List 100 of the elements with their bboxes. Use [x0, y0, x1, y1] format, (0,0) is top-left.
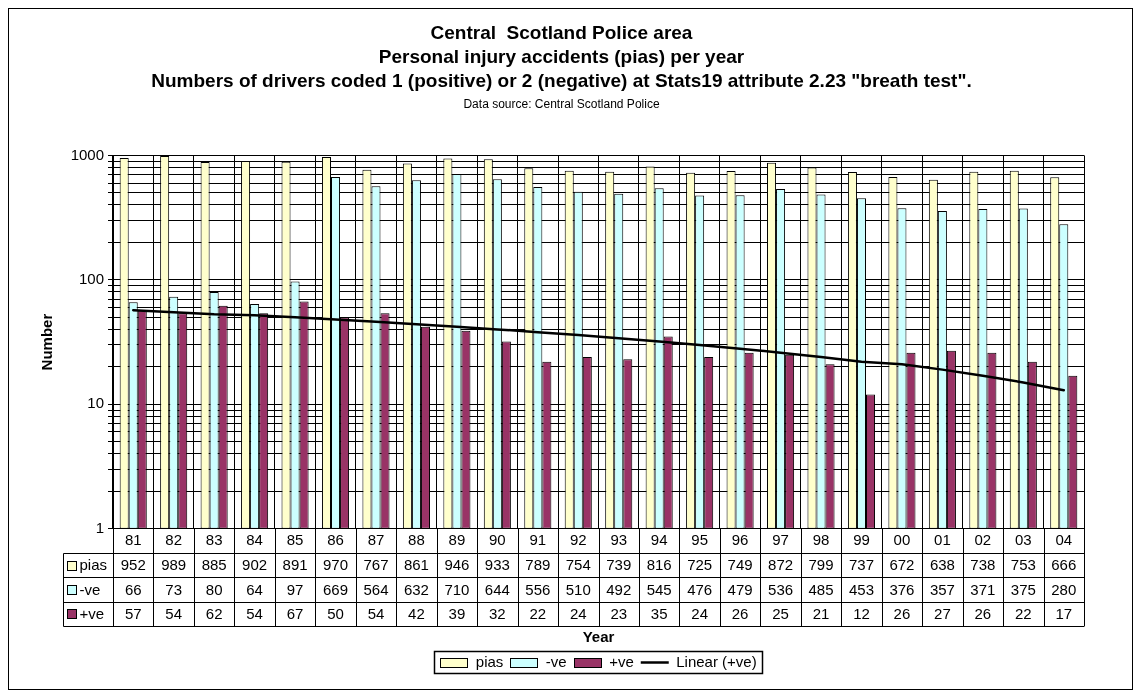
x-tick-label: 00: [893, 530, 911, 548]
data-label: 510: [565, 580, 591, 598]
data-label: 12: [853, 604, 870, 622]
source-note: Data source: Central Scotland Police: [463, 96, 660, 111]
data-label: 799: [808, 556, 834, 574]
x-tick-label: 04: [1055, 530, 1073, 548]
y-tick-label: 10: [87, 394, 104, 412]
legend-label: Linear (+ve): [676, 652, 757, 670]
data-label: 545: [646, 580, 672, 598]
data-label: 24: [691, 604, 708, 622]
data-label: 767: [363, 556, 389, 574]
y-tick-label: 100: [78, 270, 104, 287]
data-label: 24: [569, 604, 587, 622]
x-tick-label: 95: [691, 530, 708, 548]
data-label: 453: [848, 580, 874, 598]
chart-title: Central Scotland Police area Personal injury accidents (pias) per year Numbers of drivers coded 1 (positive) or 2 (negative) at Stats19 attribute 2.23 "breath test".: [151, 22, 972, 92]
data-label: 861: [403, 556, 429, 574]
data-label: 375: [1010, 580, 1036, 598]
data-label: 891: [282, 556, 308, 574]
x-tick-label: 91: [529, 530, 547, 548]
data-label: 485: [808, 580, 834, 598]
data-label: 50: [327, 604, 344, 622]
data-label: 280: [1051, 580, 1077, 598]
data-label: 753: [1010, 556, 1036, 574]
x-tick-label: 03: [1014, 530, 1032, 548]
y-tick-label: 1000: [70, 145, 104, 163]
data-label: 902: [242, 556, 268, 574]
data-label: 66: [124, 580, 142, 598]
data-label: 26: [974, 604, 992, 622]
text: Year: [582, 628, 615, 646]
data-label: 946: [444, 556, 470, 574]
data-label: 669: [323, 580, 349, 598]
data-label: 739: [606, 556, 632, 574]
data-label: 26: [731, 604, 749, 622]
data-label: 738: [970, 556, 996, 574]
data-label: 666: [1051, 556, 1077, 574]
data-label: 725: [687, 556, 713, 574]
x-tick-label: 89: [448, 530, 466, 548]
data-label: 989: [161, 556, 187, 574]
data-label: 371: [970, 580, 996, 598]
data-label: 35: [650, 604, 668, 622]
data-label: 710: [444, 580, 470, 598]
x-tick-label: 84: [246, 530, 263, 548]
legend-label: pias: [79, 556, 108, 574]
data-label: 357: [929, 580, 955, 598]
x-tick-label: 99: [853, 530, 870, 548]
data-label: 97: [286, 580, 304, 598]
data-label: 536: [768, 580, 794, 598]
y-tick-label: 1: [95, 518, 104, 536]
data-label: 80: [205, 580, 223, 598]
data-label: 54: [165, 604, 183, 622]
data-label: 32: [489, 604, 506, 622]
x-tick-label: 83: [205, 530, 223, 548]
data-label: 73: [165, 580, 183, 598]
legend-label: +ve: [79, 604, 105, 622]
data-label: 737: [848, 556, 874, 574]
x-tick-label: 81: [124, 530, 142, 548]
data-label: 789: [525, 556, 551, 574]
data-label: 25: [772, 604, 789, 622]
x-tick-label: 86: [327, 530, 344, 548]
data-label: 952: [120, 556, 146, 574]
data-label: 39: [448, 604, 466, 622]
data-label: 749: [727, 556, 753, 574]
data-label: 754: [565, 556, 591, 574]
data-label: 17: [1055, 604, 1073, 622]
data-label: 476: [687, 580, 713, 598]
x-tick-label: 82: [165, 530, 183, 548]
text: +ve: [609, 652, 634, 670]
data-label: 57: [124, 604, 142, 622]
data-label: 27: [934, 604, 951, 622]
data-label: 479: [727, 580, 753, 598]
data-label: 632: [403, 580, 429, 598]
x-tick-label: 02: [974, 530, 992, 548]
data-label: 23: [610, 604, 628, 622]
x-tick-label: 92: [569, 530, 587, 548]
data-label: 67: [286, 604, 304, 622]
data-label: 22: [1014, 604, 1032, 622]
x-tick-label: 96: [731, 530, 749, 548]
data-label: 376: [889, 580, 915, 598]
data-label: 872: [768, 556, 794, 574]
x-tick-label: 87: [367, 530, 385, 548]
legend-label: -ve: [79, 580, 101, 598]
x-tick-label: 85: [286, 530, 304, 548]
x-tick-label: 01: [934, 530, 951, 548]
x-tick-label: 88: [408, 530, 425, 548]
x-tick-label: 90: [489, 530, 506, 548]
data-label: 970: [323, 556, 349, 574]
text: pias: [475, 652, 504, 670]
data-label: 933: [484, 556, 510, 574]
data-label: 42: [408, 604, 425, 622]
data-label: 21: [812, 604, 830, 622]
data-label: 564: [363, 580, 389, 598]
data-label: 54: [367, 604, 385, 622]
data-label: 492: [606, 580, 632, 598]
data-label: 885: [201, 556, 227, 574]
data-label: 672: [889, 556, 915, 574]
data-label: 54: [246, 604, 263, 622]
x-tick-label: 97: [772, 530, 789, 548]
x-tick-label: 94: [650, 530, 668, 548]
data-label: 64: [246, 580, 263, 598]
